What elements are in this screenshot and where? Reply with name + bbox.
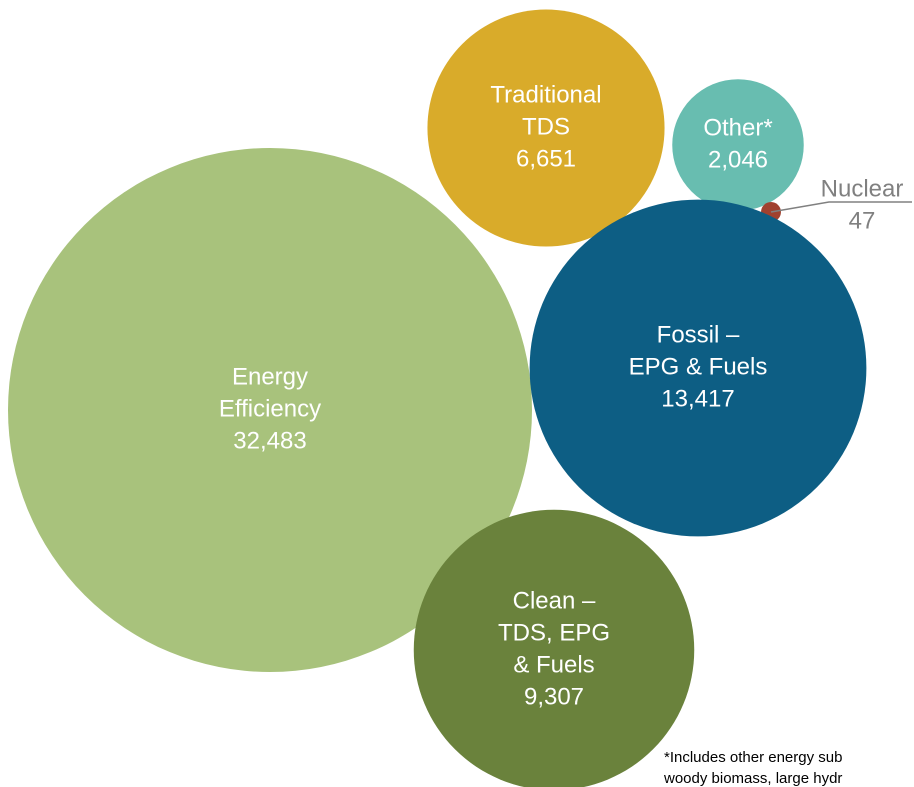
bubble [427,9,665,247]
bubble-label: Nuclear [821,175,904,202]
bubble [8,148,532,672]
value-label: 47 [849,207,876,234]
value-label: 2,046 [708,146,768,173]
footnote: woody biomass, large hydr [663,770,842,787]
bubble-label: Traditional [490,81,601,108]
bubble-label: Clean – [513,587,596,614]
value-label: 6,651 [516,145,576,172]
bubble-label: Fossil – [657,321,740,348]
bubble [672,79,804,211]
bubble-label: Efficiency [219,395,321,422]
bubble-label: Other* [703,114,772,141]
bubble-label: TDS [522,113,570,140]
bubble-label: & Fuels [513,651,594,678]
bubble [529,199,867,537]
value-label: 32,483 [233,427,306,454]
value-label: 9,307 [524,683,584,710]
value-label: 13,417 [661,385,734,412]
bubble-label: TDS, EPG [498,619,610,646]
footnote: *Includes other energy sub [664,749,842,766]
bubble-label: EPG & Fuels [629,353,768,380]
bubble [413,509,695,787]
leader-line [770,201,912,213]
bubble-label: Energy [232,363,308,390]
